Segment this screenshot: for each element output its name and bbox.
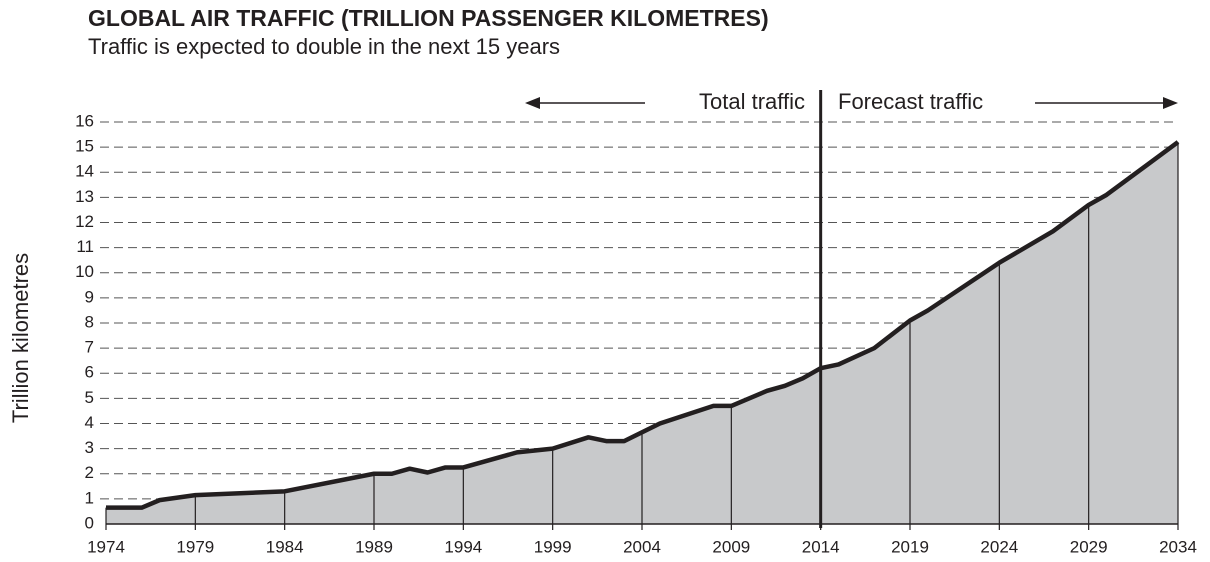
y-tick-label: 10 bbox=[75, 262, 94, 281]
y-tick-label: 7 bbox=[85, 338, 94, 357]
x-tick-label: 2029 bbox=[1070, 537, 1108, 556]
x-tick-label: 1984 bbox=[266, 537, 304, 556]
y-tick-label: 9 bbox=[85, 287, 94, 306]
arrow bbox=[525, 97, 1178, 109]
x-tick-label: 2034 bbox=[1159, 537, 1197, 556]
y-tick-label: 16 bbox=[75, 111, 94, 130]
x-tick-label: 1994 bbox=[444, 537, 482, 556]
y-tick-label: 5 bbox=[85, 388, 94, 407]
x-tick-label: 1999 bbox=[534, 537, 572, 556]
x-tick-label: 2024 bbox=[980, 537, 1018, 556]
annotation: Total traffic bbox=[699, 89, 805, 114]
y-tick-label: 0 bbox=[85, 513, 94, 532]
y-tick-label: 15 bbox=[75, 137, 94, 156]
x-tick-label: 2014 bbox=[802, 537, 840, 556]
y-tick-label: 8 bbox=[85, 312, 94, 331]
y-tick-label: 1 bbox=[85, 488, 94, 507]
annotation: Forecast traffic bbox=[838, 89, 983, 114]
y-tick-label: 11 bbox=[76, 237, 94, 256]
chart-title: GLOBAL AIR TRAFFIC (TRILLION PASSENGER K… bbox=[88, 5, 769, 31]
x-tick-label: 2004 bbox=[623, 537, 661, 556]
chart-subtitle: Traffic is expected to double in the nex… bbox=[88, 34, 560, 59]
x-tick-label: 1989 bbox=[355, 537, 393, 556]
y-tick-label: 3 bbox=[85, 438, 94, 457]
y-tick-label: 4 bbox=[85, 413, 94, 432]
y-tick-label: 6 bbox=[85, 363, 94, 382]
y-tick-label: 14 bbox=[75, 162, 94, 181]
x-tick-label: 1979 bbox=[176, 537, 214, 556]
y-tick-label: 13 bbox=[75, 187, 94, 206]
y-tick-label: 12 bbox=[75, 212, 94, 231]
line bbox=[106, 140, 1180, 510]
x-tick-label: 2009 bbox=[712, 537, 750, 556]
x-tick-label: 1974 bbox=[87, 537, 125, 556]
x-tick-label: 2019 bbox=[891, 537, 929, 556]
y-axis-label: Trillion kilometres bbox=[8, 253, 33, 423]
y-tick-label: 2 bbox=[85, 463, 94, 482]
